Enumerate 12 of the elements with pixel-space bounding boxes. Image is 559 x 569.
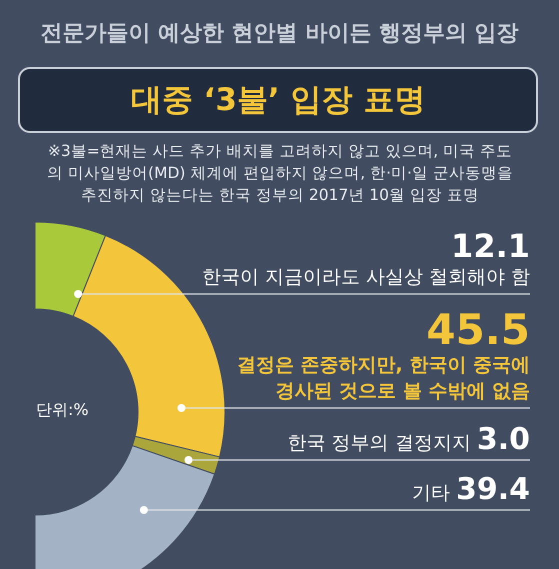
data-label: 39.4 (456, 472, 530, 507)
data-label: 3.0 (476, 422, 530, 457)
chart-subtitle: 대중 ‘3불’ 입장 표명 (18, 67, 538, 133)
text: ※3불=현재는 사드 추가 배치를 고려하지 않고 있으며, 미국 주도의 미사일방어(MD) 체계에 편입하지 않으며, 한·미·일 군사동맹을 추진하지 않는다는 한국 정부의 2017년 10월 입장 표명 (46, 141, 514, 206)
slice-label: 한국 정부의 결정지지 (288, 432, 472, 454)
chart-title: 전문가들이 예상한 현안별 바이든 행정부의 입장 (39, 20, 520, 48)
data-label: 12.1 (450, 227, 530, 266)
text: 단위:% (36, 400, 89, 421)
data-label: 45.5 (425, 304, 530, 354)
slice-label: 한국이 지금이라도 사실상 철회해야 함 (200, 265, 530, 290)
slice-label: 결정은 존중하지만, 한국이 중국에 경사된 것으로 볼 수밖에 없음 (236, 353, 530, 404)
slice-label: 기타 (412, 482, 451, 504)
